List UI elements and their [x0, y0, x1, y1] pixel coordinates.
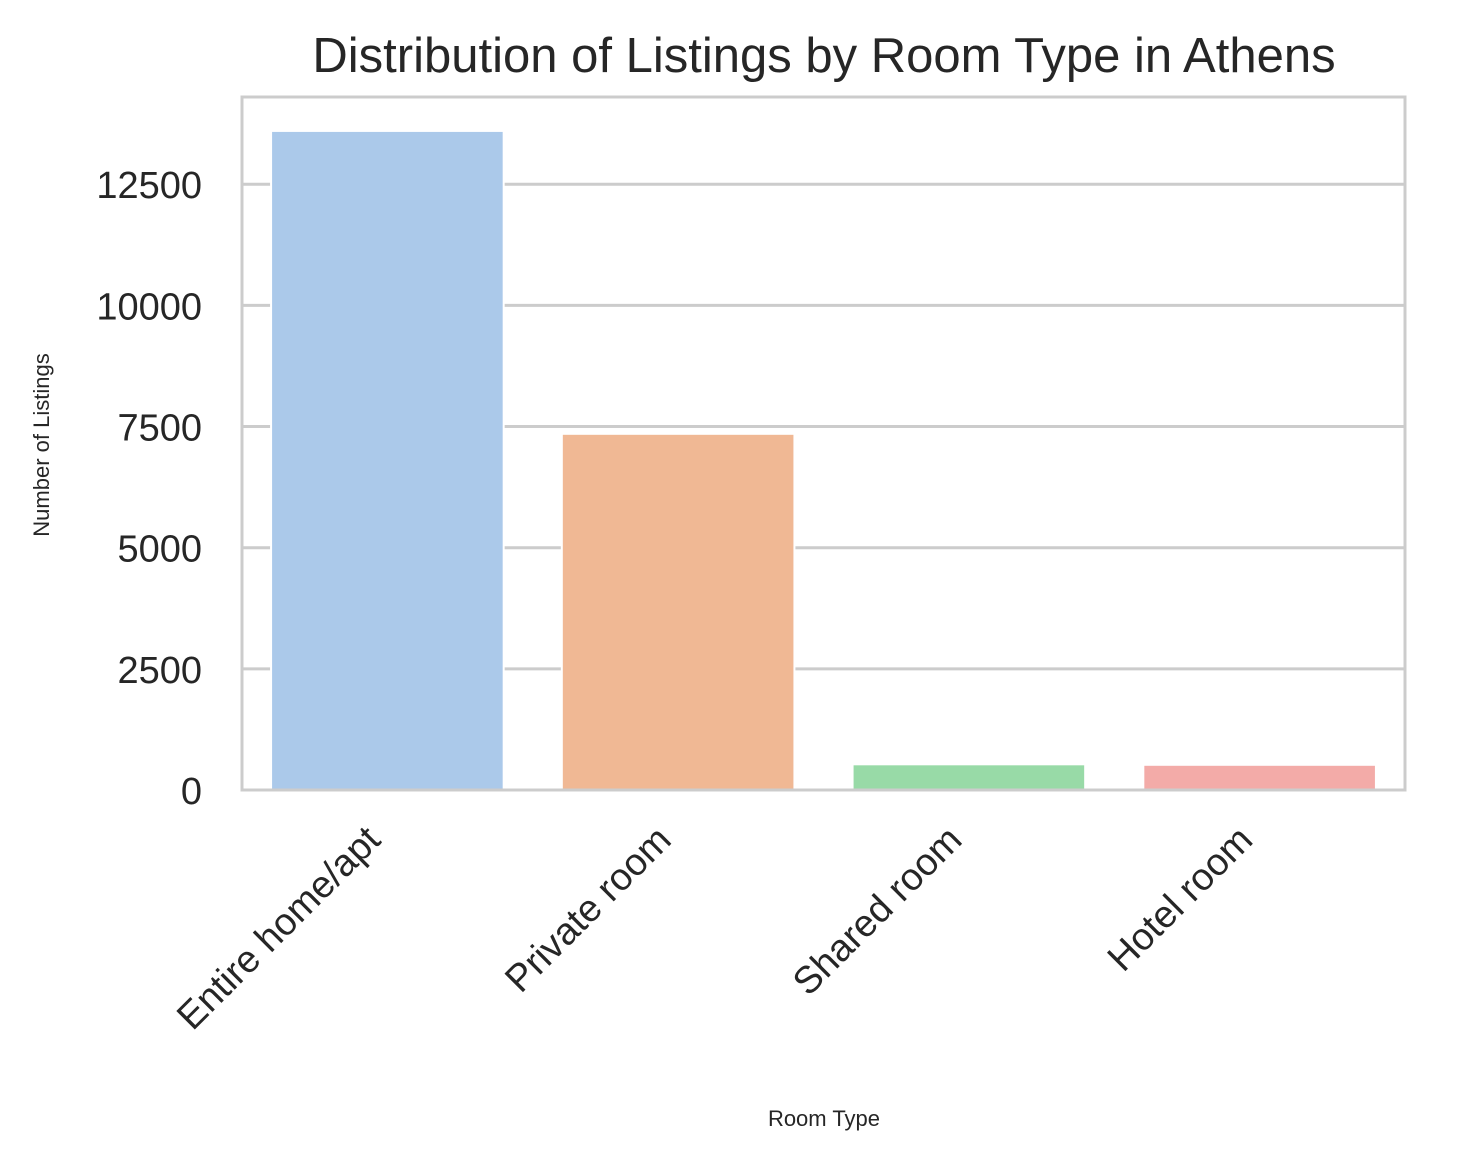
bar-entire-home-apt: [270, 129, 505, 791]
bar-private-room: [560, 432, 796, 791]
x-axis-label: Room Type: [768, 1106, 880, 1131]
y-tick-labels: 0 2500 5000 7500 10000 12500: [96, 165, 202, 813]
y-tick-label: 0: [181, 771, 202, 813]
y-tick-label: 10000: [96, 286, 202, 328]
y-tick-label: 7500: [117, 408, 202, 450]
y-axis-label: Number of Listings: [29, 353, 54, 536]
bar-shared-room: [851, 763, 1087, 791]
chart-title: Distribution of Listings by Room Type in…: [312, 29, 1335, 83]
plot-frame: [240, 95, 1407, 792]
bars: [270, 129, 1377, 791]
y-tick-label: 5000: [117, 529, 202, 571]
y-tick-label: 12500: [96, 165, 202, 207]
y-tick-label: 2500: [117, 650, 202, 692]
bar-hotel-room: [1142, 763, 1377, 791]
